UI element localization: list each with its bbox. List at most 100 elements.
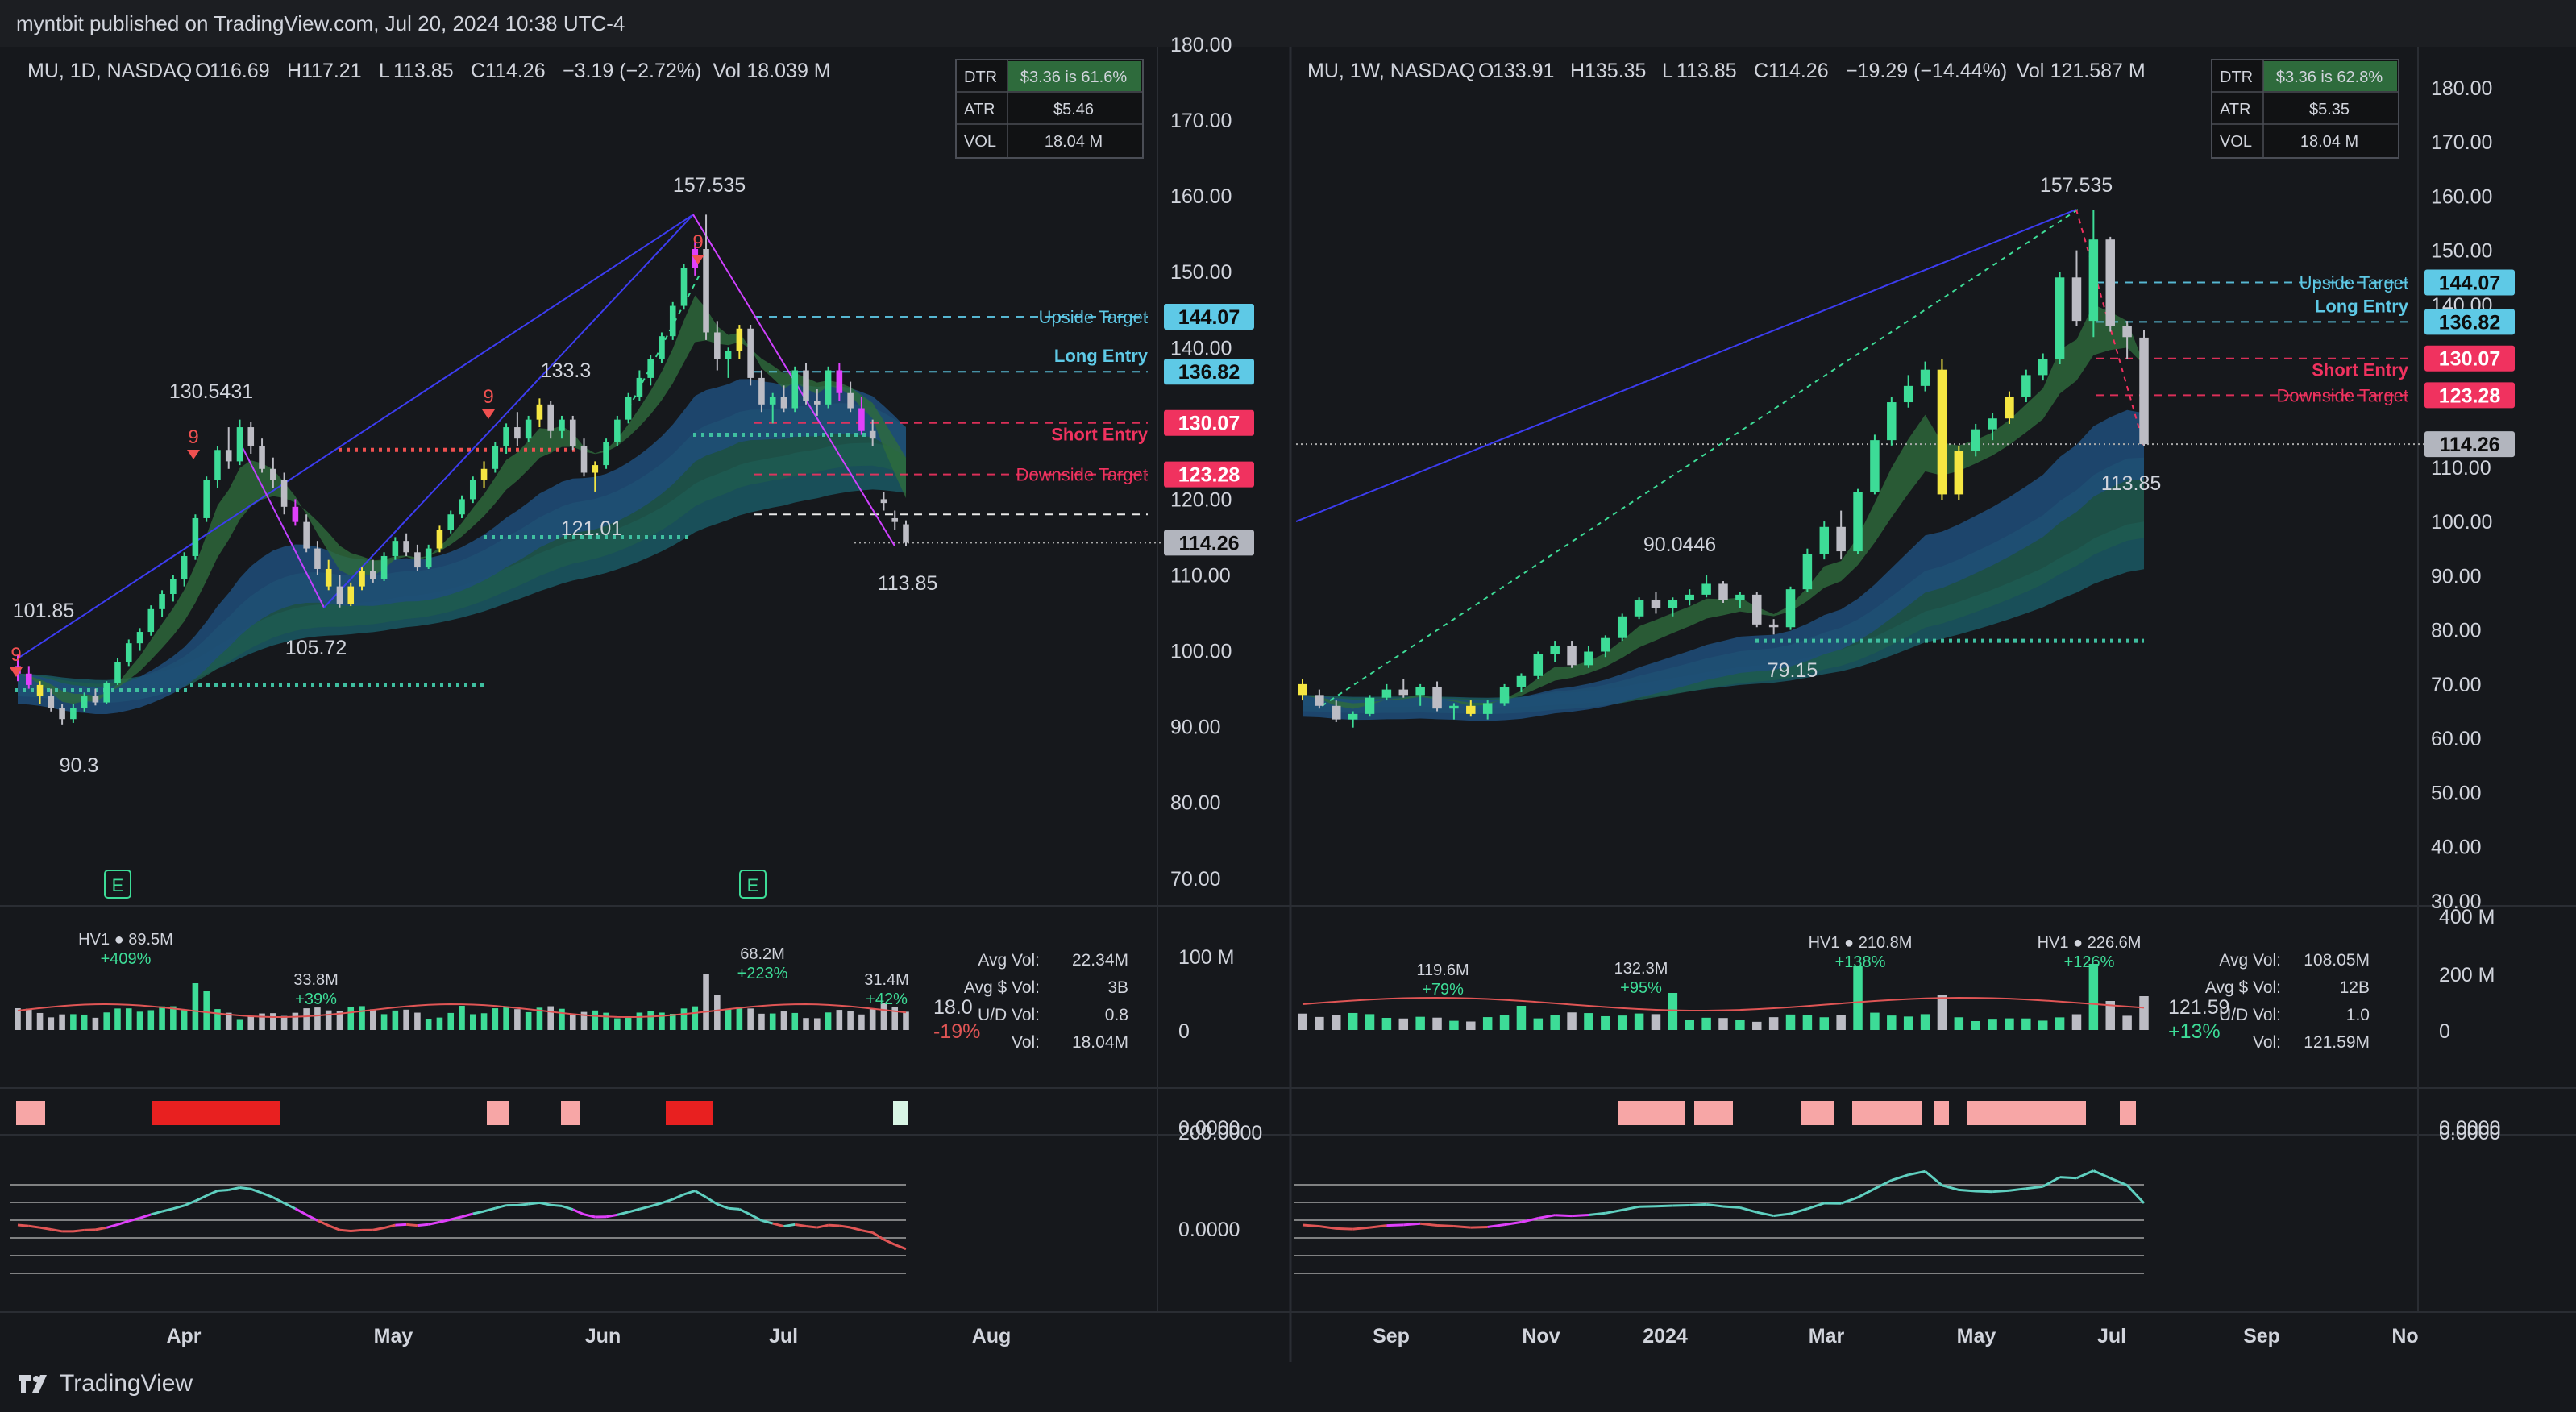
daily-price-tag-130.07 <box>1164 409 1254 436</box>
weekly-x-tick-Nov: Nov <box>1522 1325 1560 1348</box>
daily-candle <box>603 442 609 466</box>
weekly-volume-bar <box>2105 1001 2115 1030</box>
daily-volume-bar <box>825 1012 832 1030</box>
weekly-volume-stat-key-2: U/D Vol: <box>2219 1006 2281 1024</box>
daily-y-tick-120.00: 120.00 <box>1170 488 1232 511</box>
weekly-candle <box>2105 239 2115 326</box>
daily-volume-stat-val-1: 3B <box>1107 978 1128 997</box>
daily-volume-bar <box>503 1007 509 1030</box>
daily-candle <box>536 404 543 420</box>
daily-volume-bar <box>669 1013 676 1030</box>
daily-level-label-0: Upside Target <box>1039 307 1148 327</box>
daily-squeeze-block-5 <box>893 1101 908 1125</box>
daily-volume-bar <box>114 1008 121 1030</box>
chart-canvas[interactable]: 180.00 170.00 160.00 150.00 140.00 120.00 110.… <box>0 0 2576 1362</box>
weekly-osc-line <box>1756 1211 1774 1218</box>
daily-volume-label-1: 33.8M <box>293 971 339 989</box>
weekly-osc-line <box>1436 1224 1454 1227</box>
daily-dots-axis: 0.0000 <box>1178 1117 1240 1140</box>
daily-osc-line <box>384 1223 396 1229</box>
daily-osc-line <box>672 1193 685 1201</box>
daily-volume-stat-val-2: 0.8 <box>1105 1006 1128 1024</box>
daily-volume-bar <box>392 1010 399 1030</box>
daily-ohlc-label-h_label: H <box>287 60 301 82</box>
daily-candle <box>747 328 754 378</box>
daily-volume-bar <box>359 1006 365 1030</box>
daily-candle <box>425 548 432 568</box>
weekly-volume-bar <box>2139 996 2149 1030</box>
weekly-squeeze-block-0 <box>1618 1101 1685 1125</box>
weekly-volume-bar <box>1651 1014 1661 1030</box>
weekly-y-tick-150.00: 150.00 <box>2431 240 2492 263</box>
daily-ohlc-c: 114.26 <box>485 60 546 82</box>
daily-osc-line <box>417 1223 429 1227</box>
daily-candle <box>36 684 44 697</box>
daily-y-tick-160.00: 160.00 <box>1170 185 1232 208</box>
weekly-volume-pct-1: +95% <box>1620 979 1662 997</box>
daily-volume-stat-val-3: 18.04M <box>1072 1033 1128 1052</box>
daily-osc-line <box>551 1203 563 1207</box>
daily-candle <box>325 568 332 587</box>
weekly-volume-bar <box>1298 1013 1307 1030</box>
daily-candle <box>580 446 588 473</box>
daily-osc-line <box>17 1223 29 1227</box>
weekly-candle <box>1768 624 1779 628</box>
weekly-x-tick-Mar: Mar <box>1809 1325 1845 1348</box>
weekly-stats-highlight <box>2263 61 2397 91</box>
weekly-osc-line <box>2109 1177 2128 1187</box>
daily-title: MU, 1D, NASDAQ <box>27 60 192 82</box>
daily-osc-line <box>39 1226 52 1231</box>
daily-candle <box>314 548 321 569</box>
weekly-osc-line <box>1891 1173 1909 1182</box>
daily-osc-line <box>194 1194 207 1202</box>
daily-candle <box>492 446 499 469</box>
weekly-osc-line <box>1840 1196 1859 1205</box>
weekly-volume-bar <box>1584 1013 1593 1030</box>
weekly-volume-last: 121.59 <box>2168 996 2229 1019</box>
daily-osc-line <box>728 1206 740 1211</box>
daily-volume-bar <box>236 1019 243 1030</box>
daily-osc-line <box>828 1223 840 1227</box>
daily-osc-line <box>51 1228 63 1233</box>
daily-volume-label-3: 31.4M <box>864 971 909 989</box>
weekly-stats-val-ATR: $5.35 <box>2309 101 2350 118</box>
count-marker-2: 9 <box>188 426 198 448</box>
daily-ohlc-vol: 18.039 M <box>746 60 830 82</box>
daily-volume-bar <box>303 1008 310 1030</box>
weekly-volume-bar <box>1937 995 1947 1030</box>
daily-osc-line <box>472 1210 484 1215</box>
weekly-volume-stat-key-0: Avg Vol: <box>2219 951 2281 970</box>
weekly-osc-line <box>2075 1169 2094 1180</box>
count-marker-3: 9 <box>10 644 21 666</box>
daily-squeeze-block-4 <box>666 1101 713 1125</box>
weekly-squeeze-block-2 <box>1801 1101 1834 1125</box>
weekly-volume-bar <box>1634 1013 1644 1030</box>
weekly-price-tag-136.82 <box>2424 309 2515 335</box>
publisher-info: myntbit published on TradingView.com, Ju… <box>16 11 625 35</box>
weekly-volume-bar <box>1701 1017 1711 1030</box>
daily-volume-pct-2: +223% <box>737 965 788 982</box>
brand-label: TradingView <box>60 1370 193 1397</box>
tradingview-logo[interactable]: TradingView <box>18 1370 193 1397</box>
weekly-stats-key-DTR: DTR <box>2220 69 2253 86</box>
daily-price-tag-144.07 <box>1164 303 1254 330</box>
daily-osc-line <box>405 1223 418 1227</box>
daily-osc-line <box>617 1211 629 1216</box>
weekly-y-tick-60.00: 60.00 <box>2431 728 2482 750</box>
daily-candle <box>880 499 887 504</box>
daily-volume-bar <box>780 1011 787 1030</box>
weekly-y-tick-160.00: 160.00 <box>2431 185 2492 208</box>
weekly-osc-line <box>1521 1217 1539 1223</box>
weekly-candle <box>1567 646 1577 666</box>
daily-ohlc-l: 113.85 <box>393 60 454 82</box>
daily-annotation-113.85: 113.85 <box>878 572 938 595</box>
daily-candle <box>247 427 255 446</box>
daily-candle <box>236 427 243 462</box>
daily-candle <box>459 499 465 515</box>
daily-osc-line <box>439 1218 451 1223</box>
daily-volume-bar <box>70 1014 77 1030</box>
weekly-osc-line <box>1976 1190 1993 1194</box>
daily-volume-bar <box>25 1008 32 1030</box>
daily-candle <box>480 468 488 480</box>
weekly-volume-bar <box>1785 1014 1796 1030</box>
